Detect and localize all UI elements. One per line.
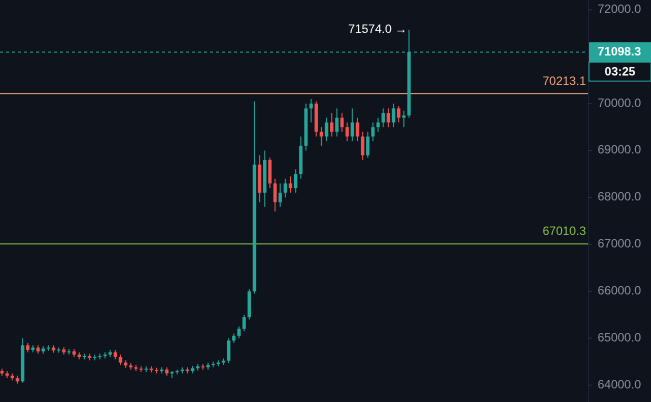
candle-body [41, 348, 45, 352]
candle-body [82, 356, 87, 358]
candle-body [376, 122, 380, 128]
candle-body [93, 356, 97, 358]
candle-body [129, 365, 133, 368]
candle-body [252, 164, 257, 292]
candle-body [402, 115, 406, 118]
candle-body [335, 117, 339, 132]
candle-body [185, 369, 190, 372]
candle-body [170, 371, 174, 374]
y-tick-label: 66000.0 [598, 283, 642, 297]
candle-body [304, 108, 308, 146]
candle-body [26, 345, 30, 350]
candle-body [31, 347, 35, 350]
candle-body [345, 127, 349, 137]
candle-body [330, 122, 334, 132]
candle-body [350, 122, 355, 137]
y-tick-label: 64000.0 [598, 377, 642, 391]
candle-body [319, 131, 324, 137]
candle-body [165, 369, 169, 374]
candle-body [314, 103, 318, 132]
candle-body [160, 369, 164, 372]
candle-body [108, 352, 112, 355]
y-tick-label: 70000.0 [598, 96, 642, 110]
candle-body [257, 164, 262, 193]
candle-body [381, 113, 385, 123]
countdown-label: 03:25 [605, 64, 636, 78]
candle-body [371, 127, 375, 137]
candle-body [206, 364, 210, 368]
candle-body [232, 335, 236, 341]
candle-body [386, 113, 391, 123]
candle-body [139, 368, 143, 370]
candle-body [309, 103, 313, 109]
y-tick-label: 69000.0 [598, 143, 642, 157]
candle-body [123, 362, 128, 366]
candle-body [62, 349, 66, 353]
candle-body [242, 317, 246, 329]
candle-body [391, 108, 396, 123]
candle-body [56, 349, 61, 351]
candle-body [288, 183, 293, 189]
candle-body [5, 373, 9, 376]
candle-body [293, 174, 298, 189]
candle-body [221, 360, 226, 363]
candle-body [196, 366, 200, 369]
candle-body [175, 371, 179, 373]
candle-body [299, 145, 303, 175]
candle-body [87, 356, 92, 358]
candle-body [237, 328, 241, 336]
candle-body [396, 108, 401, 118]
candle-body [324, 122, 329, 137]
candle-body [77, 354, 81, 357]
candle-body [283, 183, 288, 193]
candle-body [268, 159, 272, 184]
candle-body [366, 136, 370, 156]
candle-body [103, 354, 107, 357]
candle-body [149, 368, 154, 371]
candle-body [190, 368, 195, 372]
candle-body [134, 367, 138, 369]
candle-body [113, 352, 118, 357]
candle-body [46, 347, 51, 349]
candle-body [247, 291, 251, 318]
candle-body [340, 117, 344, 128]
candle-body [263, 159, 267, 193]
price-line-label: 67010.3 [543, 224, 587, 238]
y-tick-label: 72000.0 [598, 2, 642, 16]
candle-body [0, 371, 4, 374]
y-tick-label: 65000.0 [598, 330, 642, 344]
last-price-label: 71098.3 [598, 44, 642, 58]
candle-body [144, 368, 148, 370]
candle-body [20, 345, 25, 382]
candle-body [36, 347, 40, 352]
candle-body [154, 370, 159, 372]
candle-body [67, 351, 71, 353]
candle-body [118, 356, 123, 363]
y-tick-label: 67000.0 [598, 237, 642, 251]
candle-body [98, 356, 102, 358]
candle-body [278, 192, 282, 203]
last-price-badge [589, 42, 651, 63]
candle-body [72, 351, 76, 355]
high-marker-label: 71574.0 → [348, 22, 407, 36]
candle-body [211, 364, 215, 366]
candle-body [51, 347, 56, 351]
candle-body [273, 183, 277, 203]
candle-body [226, 340, 231, 361]
price-line-label: 70213.1 [543, 74, 587, 88]
candle-body [10, 375, 15, 379]
candle-body [15, 378, 20, 382]
candle-body [355, 122, 360, 137]
y-tick-label: 68000.0 [598, 190, 642, 204]
candle-body [216, 362, 221, 365]
candle-body [201, 366, 205, 368]
countdown-badge [588, 61, 651, 82]
candle-body [360, 136, 365, 156]
candle-body [407, 52, 411, 116]
candle-body [180, 369, 185, 372]
